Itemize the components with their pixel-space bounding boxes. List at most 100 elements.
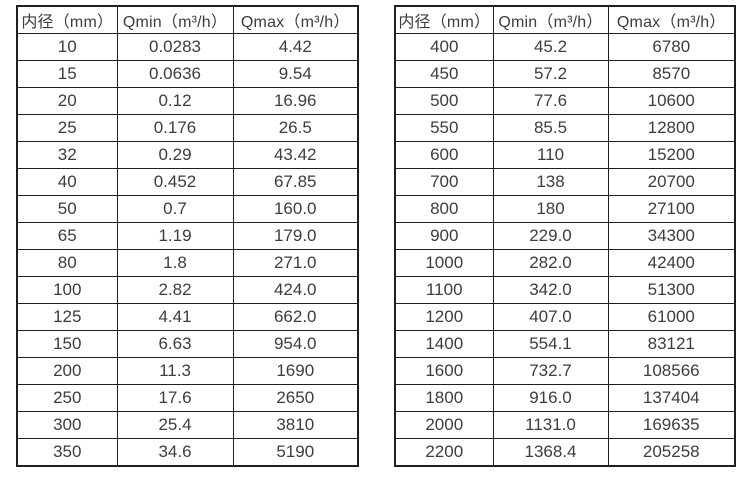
table-cell: 26.5	[232, 114, 359, 142]
table-row: 1600 732.7 108566	[394, 357, 736, 385]
table-cell: 732.7	[492, 357, 609, 385]
table-row: 10 0.0283 4.42	[16, 33, 359, 61]
flow-table-small-diameters: 内径（mm） Qmin（m³/h） Qmax（m³/h） 10 0.0283 4.4…	[16, 5, 359, 467]
table-cell: 6.63	[116, 330, 234, 358]
header-qmin: Qmin（m³/h）	[116, 5, 234, 34]
table-cell: 1131.0	[492, 411, 609, 439]
table-cell: 179.0	[232, 222, 359, 250]
table-row: 1400 554.1 83121	[394, 330, 736, 358]
table-cell: 424.0	[232, 276, 359, 304]
table-cell: 342.0	[492, 276, 609, 304]
table-row: 65 1.19 179.0	[16, 222, 359, 250]
table-cell: 169635	[607, 411, 736, 439]
table-body: 400 45.2 6780 450 57.2 8570 500 77.6 10600 550 85.…	[394, 33, 736, 467]
flow-table-large-diameters: 内径（mm） Qmin（m³/h） Qmax（m³/h） 400 45.2 6780…	[394, 5, 736, 467]
table-cell: 9.54	[232, 60, 359, 88]
header-qmax: Qmax（m³/h）	[607, 5, 736, 34]
table-cell: 10	[16, 33, 118, 61]
table-row: 2200 1368.4 205258	[394, 438, 736, 467]
table-cell: 1000	[394, 249, 494, 277]
table-row: 2000 1131.0 169635	[394, 411, 736, 439]
header-qmax: Qmax（m³/h）	[232, 5, 359, 34]
table-row: 500 77.6 10600	[394, 87, 736, 115]
table-cell: 0.29	[116, 141, 234, 169]
table-cell: 1200	[394, 303, 494, 331]
table-row: 900 229.0 34300	[394, 222, 736, 250]
table-cell: 43.42	[232, 141, 359, 169]
table-cell: 1690	[232, 357, 359, 385]
table-cell: 3810	[232, 411, 359, 439]
table-cell: 500	[394, 87, 494, 115]
table-cell: 45.2	[492, 33, 609, 61]
table-cell: 229.0	[492, 222, 609, 250]
table-cell: 550	[394, 114, 494, 142]
table-cell: 300	[16, 411, 118, 439]
table-cell: 900	[394, 222, 494, 250]
table-cell: 65	[16, 222, 118, 250]
table-row: 100 2.82 424.0	[16, 276, 359, 304]
table-cell: 400	[394, 33, 494, 61]
table-cell: 0.7	[116, 195, 234, 223]
table-cell: 2000	[394, 411, 494, 439]
table-cell: 34300	[607, 222, 736, 250]
table-row: 80 1.8 271.0	[16, 249, 359, 277]
table-row: 1000 282.0 42400	[394, 249, 736, 277]
table-row: 1200 407.0 61000	[394, 303, 736, 331]
table-cell: 25.4	[116, 411, 234, 439]
table-cell: 42400	[607, 249, 736, 277]
table-row: 700 138 20700	[394, 168, 736, 196]
table-row: 600 110 15200	[394, 141, 736, 169]
table-row: 550 85.5 12800	[394, 114, 736, 142]
table-cell: 17.6	[116, 384, 234, 412]
table-cell: 700	[394, 168, 494, 196]
table-row: 40 0.452 67.85	[16, 168, 359, 196]
table-cell: 80	[16, 249, 118, 277]
table-cell: 1600	[394, 357, 494, 385]
table-cell: 57.2	[492, 60, 609, 88]
table-cell: 1368.4	[492, 438, 609, 467]
table-cell: 137404	[607, 384, 736, 412]
table-row: 15 0.0636 9.54	[16, 60, 359, 88]
table-cell: 205258	[607, 438, 736, 467]
table-cell: 15	[16, 60, 118, 88]
table-cell: 180	[492, 195, 609, 223]
table-cell: 200	[16, 357, 118, 385]
table-cell: 15200	[607, 141, 736, 169]
table-cell: 138	[492, 168, 609, 196]
table-cell: 50	[16, 195, 118, 223]
table-row: 125 4.41 662.0	[16, 303, 359, 331]
table-row: 300 25.4 3810	[16, 411, 359, 439]
table-cell: 110	[492, 141, 609, 169]
flow-rate-tables-container: 内径（mm） Qmin（m³/h） Qmax（m³/h） 10 0.0283 4.4…	[16, 5, 736, 467]
table-cell: 20	[16, 87, 118, 115]
table-cell: 0.452	[116, 168, 234, 196]
table-cell: 61000	[607, 303, 736, 331]
table-row: 20 0.12 16.96	[16, 87, 359, 115]
table-row: 50 0.7 160.0	[16, 195, 359, 223]
table-cell: 10600	[607, 87, 736, 115]
table-cell: 83121	[607, 330, 736, 358]
table-cell: 450	[394, 60, 494, 88]
table-cell: 600	[394, 141, 494, 169]
table-row: 25 0.176 26.5	[16, 114, 359, 142]
table-cell: 40	[16, 168, 118, 196]
table-row: 150 6.63 954.0	[16, 330, 359, 358]
table-row: 450 57.2 8570	[394, 60, 736, 88]
header-inner-diameter: 内径（mm）	[394, 5, 494, 34]
table-cell: 1100	[394, 276, 494, 304]
table-cell: 77.6	[492, 87, 609, 115]
table-cell: 25	[16, 114, 118, 142]
table-cell: 67.85	[232, 168, 359, 196]
table-cell: 1.19	[116, 222, 234, 250]
table-cell: 271.0	[232, 249, 359, 277]
table-cell: 5190	[232, 438, 359, 467]
table-row: 32 0.29 43.42	[16, 141, 359, 169]
table-cell: 916.0	[492, 384, 609, 412]
table-cell: 1.8	[116, 249, 234, 277]
table-cell: 0.176	[116, 114, 234, 142]
table-cell: 108566	[607, 357, 736, 385]
table-cell: 1800	[394, 384, 494, 412]
table-cell: 800	[394, 195, 494, 223]
table-cell: 32	[16, 141, 118, 169]
table-cell: 4.41	[116, 303, 234, 331]
